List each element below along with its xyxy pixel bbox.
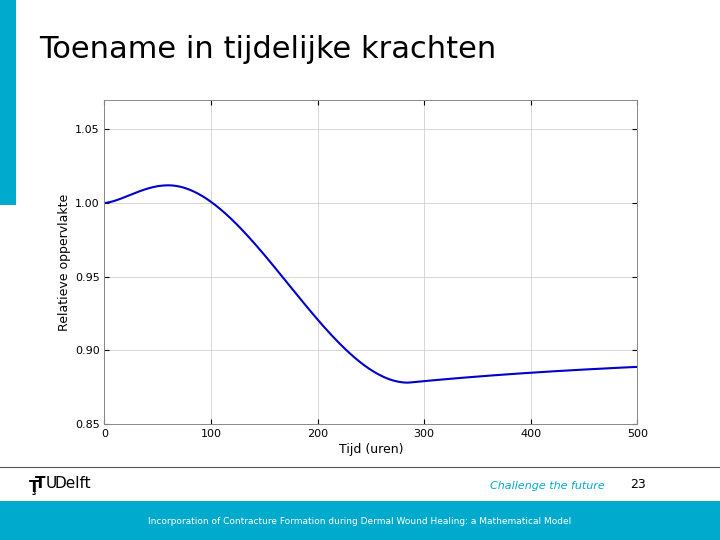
X-axis label: Tijd (uren): Tijd (uren) <box>338 443 403 456</box>
Text: Incorporation of Contracture Formation during Dermal Wound Healing: a Mathematic: Incorporation of Contracture Formation d… <box>148 517 572 525</box>
Text: U: U <box>46 476 58 491</box>
Text: Ţ: Ţ <box>29 480 40 495</box>
Text: Toename in tijdelijke krachten: Toename in tijdelijke krachten <box>40 35 497 64</box>
Text: T: T <box>35 476 45 491</box>
Text: Challenge the future: Challenge the future <box>490 481 604 491</box>
Text: 23: 23 <box>630 478 646 491</box>
Text: Delft: Delft <box>55 476 91 491</box>
Y-axis label: Relatieve oppervlakte: Relatieve oppervlakte <box>58 193 71 330</box>
